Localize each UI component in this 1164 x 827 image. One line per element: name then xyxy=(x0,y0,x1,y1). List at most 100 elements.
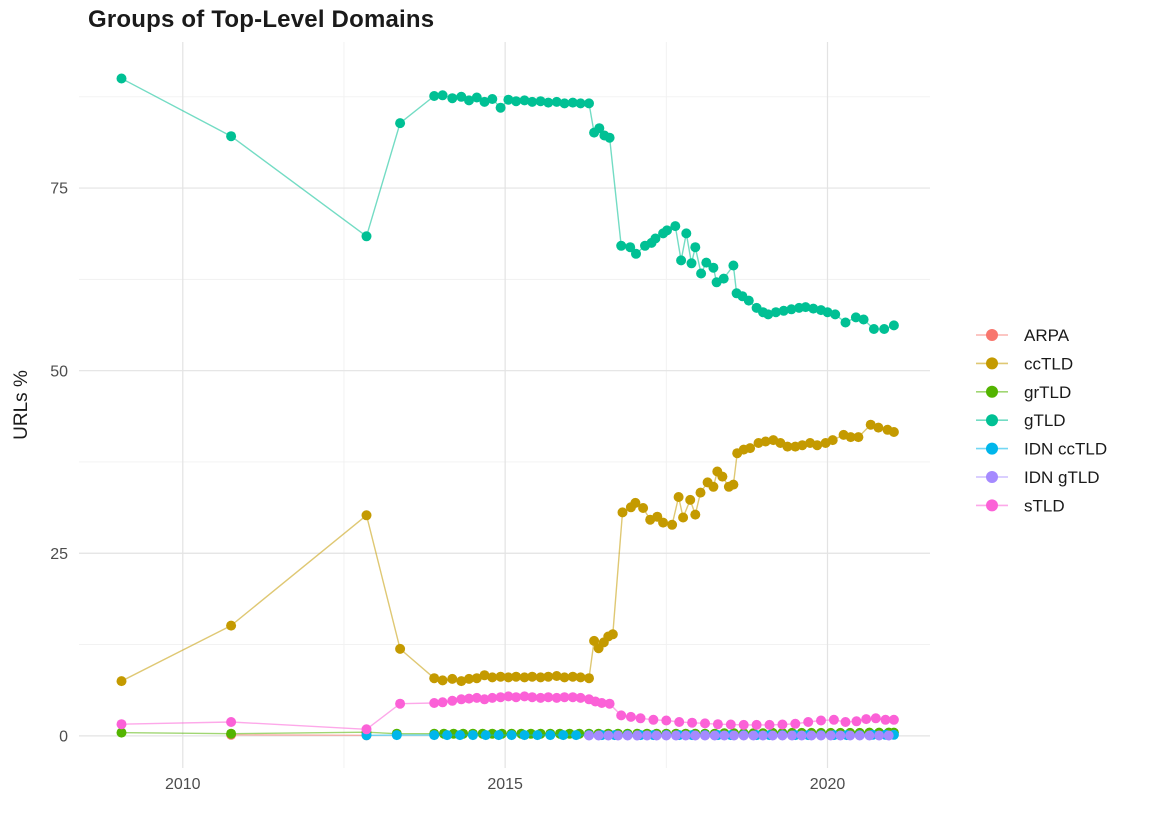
series-stld-point xyxy=(700,718,710,729)
series-cctld-point xyxy=(575,672,586,683)
legend-key-point-gtld xyxy=(986,414,998,427)
series-cctld-point xyxy=(745,443,756,454)
series-gtld-point xyxy=(395,118,406,129)
series-gtld-point xyxy=(503,94,514,105)
series-idn-gtld-point xyxy=(777,730,788,741)
series-idn-gtld-point xyxy=(845,730,856,741)
series-stld-point xyxy=(764,719,775,730)
series-stld-point xyxy=(888,714,899,725)
series-gtld-point xyxy=(786,304,797,315)
series-gtld-point xyxy=(559,98,570,109)
series-stld-point xyxy=(861,714,872,725)
series-cctld-point xyxy=(464,673,474,684)
series-cctld-point xyxy=(673,492,684,502)
series-stld-point xyxy=(495,692,506,703)
series-idn-cctld-point xyxy=(532,730,543,741)
series-cctld-point xyxy=(437,675,448,686)
series-cctld-point xyxy=(888,427,899,437)
series-gtld-point xyxy=(879,324,890,334)
series-gtld-point xyxy=(361,231,372,242)
series-cctld-point xyxy=(728,479,739,490)
legend-key-point-idn-cctld xyxy=(986,442,998,455)
series-gtld-point xyxy=(116,73,127,84)
series-cctld-point xyxy=(395,643,406,654)
series-idn-gtld-point xyxy=(854,730,865,741)
series-cctld-point xyxy=(116,676,127,687)
series-cctld-point xyxy=(226,620,237,631)
series-gtld-point xyxy=(429,91,440,101)
series-cctld-point xyxy=(527,671,538,682)
series-cctld-point xyxy=(685,494,696,505)
series-arpa-line xyxy=(231,734,367,736)
legend-key-point-cctld xyxy=(986,357,998,370)
series-gtld-point xyxy=(701,257,712,268)
series-cctld-point xyxy=(797,440,808,451)
series-idn-gtld-point xyxy=(651,730,662,741)
series-gtld-point xyxy=(584,98,594,109)
series-cctld-point xyxy=(607,629,618,640)
series-cctld-point xyxy=(760,436,771,447)
series-idn-gtld-point xyxy=(632,730,643,741)
series-gtld-point xyxy=(686,258,697,269)
series-idn-gtld-point xyxy=(690,730,701,741)
legend-label-cctld: ccTLD xyxy=(1024,354,1073,373)
series-stld-point xyxy=(625,711,636,722)
series-cctld-point xyxy=(617,507,628,518)
series-stld-point xyxy=(661,715,672,726)
series-grtld-point xyxy=(116,727,127,738)
series-cctld-point xyxy=(690,509,701,520)
series-idn-cctld-point xyxy=(480,730,491,741)
series-stld-point xyxy=(429,698,440,708)
series-grtld-point xyxy=(226,728,237,739)
series-cctld-point xyxy=(543,671,554,682)
series-gtld-point xyxy=(527,96,538,107)
series-idn-cctld-point xyxy=(442,730,453,741)
series-stld-point xyxy=(790,718,801,729)
series-idn-gtld-point xyxy=(835,730,846,741)
series-stld-point xyxy=(803,717,814,727)
series-stld-point xyxy=(777,719,788,730)
series-stld-point xyxy=(616,710,627,721)
series-cctld-point xyxy=(782,441,793,452)
series-gtld-point xyxy=(808,303,819,314)
series-idn-gtld-point xyxy=(825,730,836,741)
series-cctld-point xyxy=(638,503,649,513)
series-cctld-point xyxy=(630,497,641,508)
series-cctld-point xyxy=(658,517,669,528)
series-idn-gtld-point xyxy=(613,730,623,741)
series-gtld-point xyxy=(696,268,707,279)
series-cctld-point xyxy=(873,422,884,433)
series-gtld-point xyxy=(464,95,474,106)
series-idn-cctld-point xyxy=(429,730,440,741)
legend-label-stld: sTLD xyxy=(1024,496,1065,515)
series-cctld-point xyxy=(551,671,562,681)
series-gtld-point xyxy=(743,295,754,306)
series-stld-point xyxy=(559,692,570,703)
series-idn-gtld-point xyxy=(671,730,681,741)
series-stld-point xyxy=(361,724,372,735)
y-tick-label: 75 xyxy=(50,181,68,198)
series-gtld-point xyxy=(800,302,811,313)
series-gtld-point xyxy=(519,95,530,106)
series-cctld-point xyxy=(812,440,823,451)
series-gtld-point xyxy=(728,260,739,271)
series-gtld-point xyxy=(670,221,681,232)
series-gtld-point xyxy=(456,91,467,102)
series-cctld-point xyxy=(717,471,728,482)
y-tick-label: 25 xyxy=(50,546,68,563)
series-gtld-point xyxy=(676,255,687,266)
series-cctld-point xyxy=(503,672,514,683)
series-idn-gtld-point xyxy=(680,730,691,741)
series-cctld-point xyxy=(853,432,864,443)
series-gtld-point xyxy=(681,228,692,239)
series-stld-point xyxy=(828,714,839,725)
series-cctld-point xyxy=(865,419,876,430)
series-stld-point xyxy=(816,715,826,726)
series-idn-gtld-point xyxy=(883,730,894,741)
series-cctld-point xyxy=(567,671,578,682)
series-gtld-point xyxy=(575,98,586,109)
series-gtld-point xyxy=(770,307,781,318)
series-stld-point xyxy=(725,719,736,730)
series-gtld-point xyxy=(594,123,605,134)
